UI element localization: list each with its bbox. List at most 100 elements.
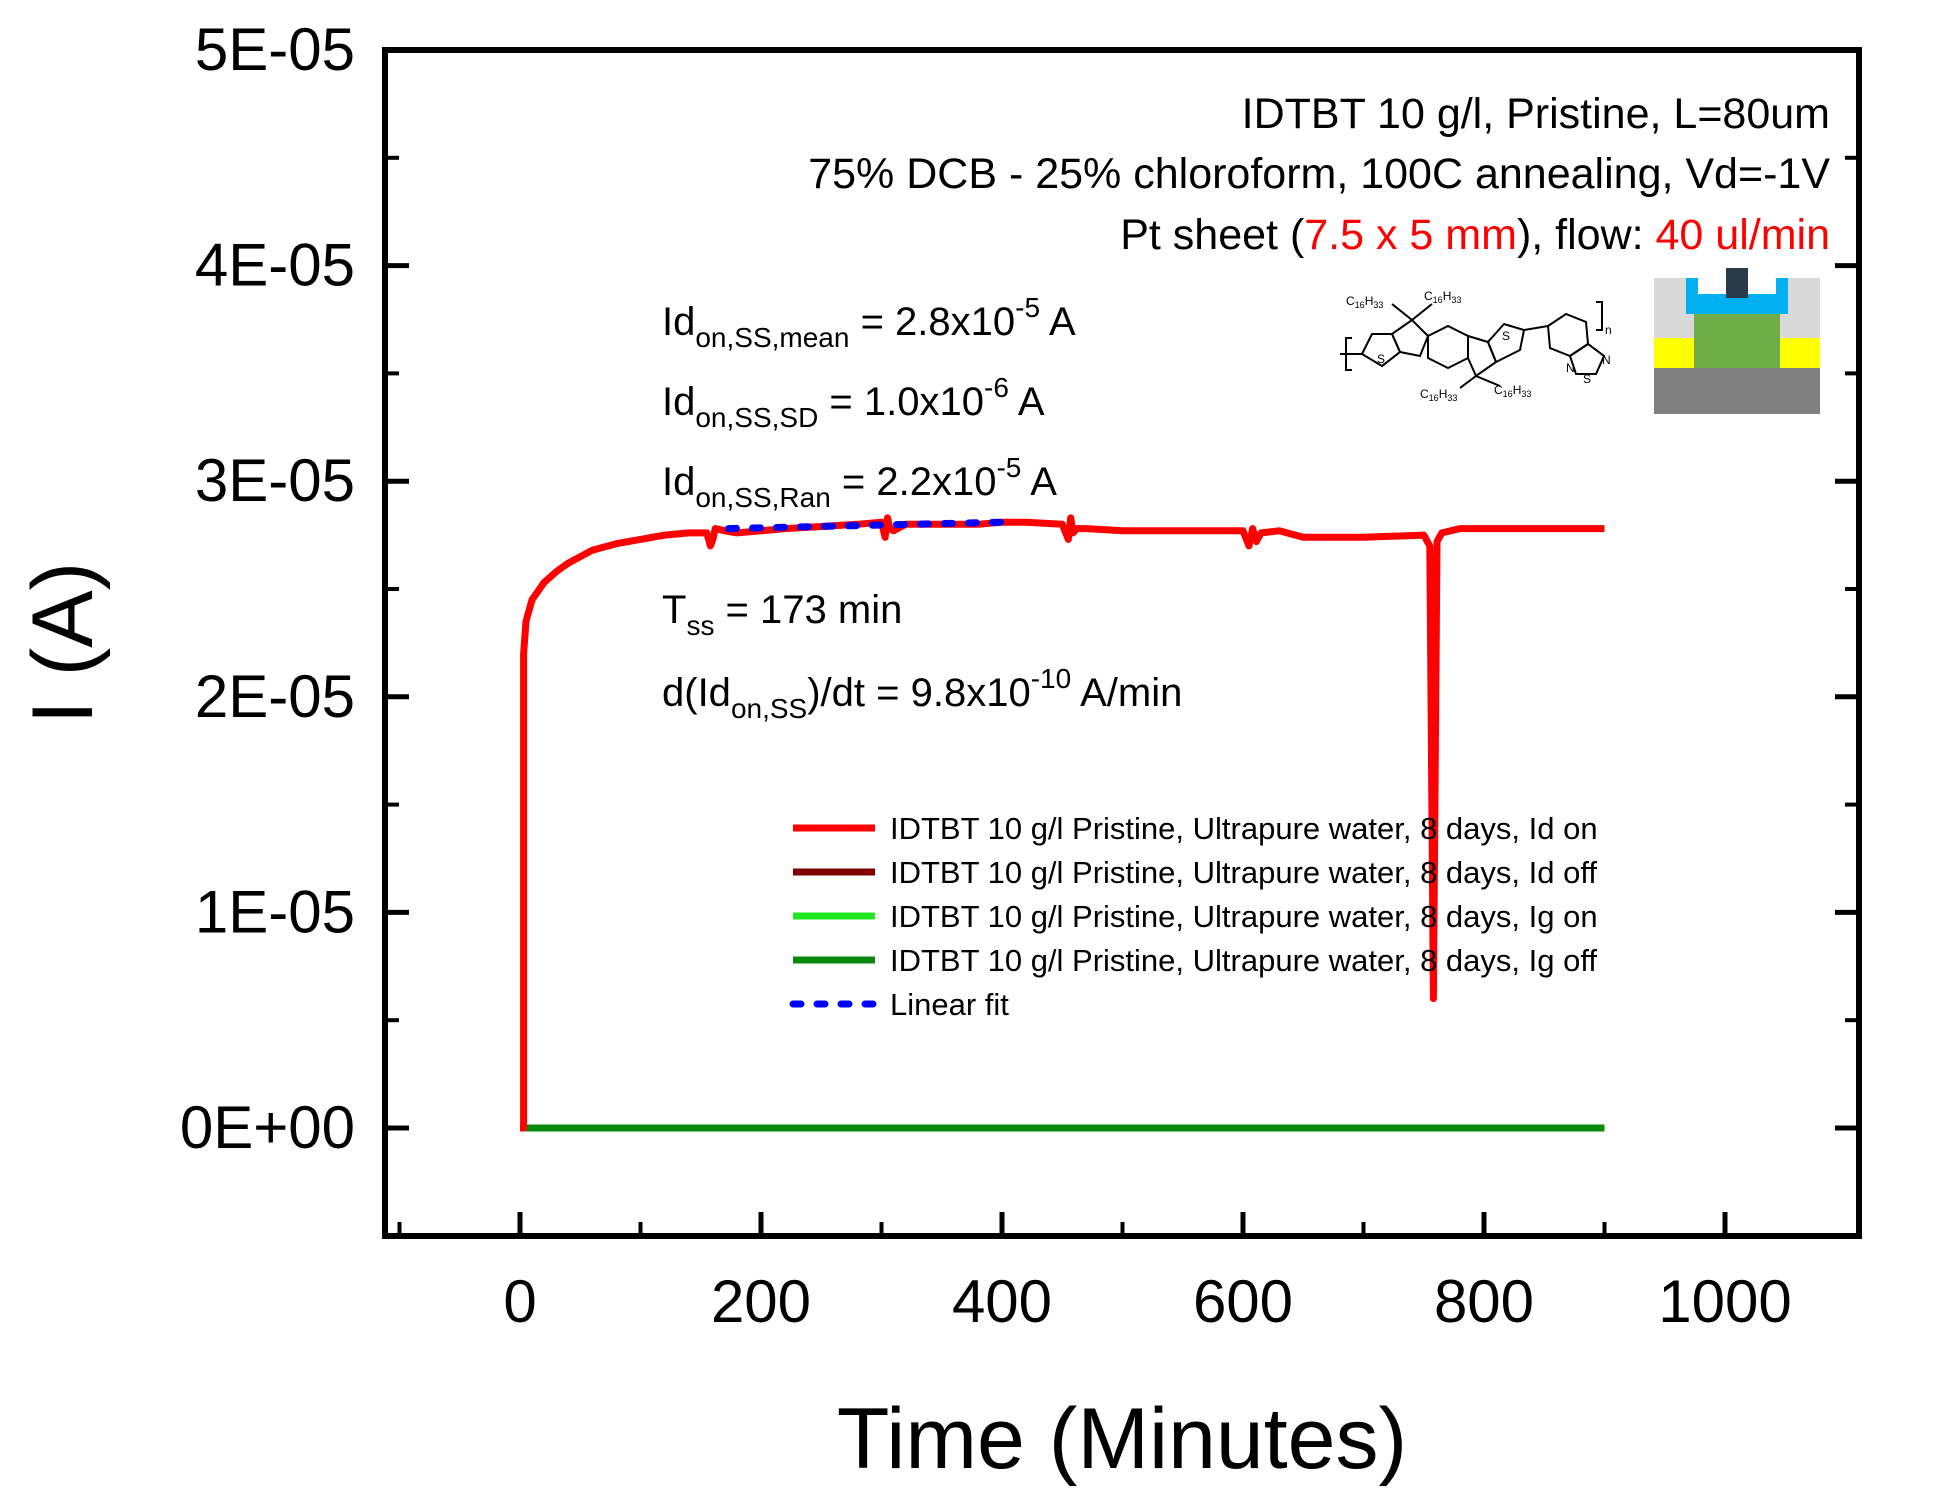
- chain-label-3: C16H33: [1420, 387, 1457, 403]
- stat-ran-main: Id: [662, 460, 695, 504]
- chain-label-4-hn: 33: [1521, 389, 1531, 399]
- chain-label-3-h: H: [1439, 387, 1448, 401]
- y-tick-label: 1E-05: [195, 878, 355, 945]
- stat-ran-unit: A: [1021, 460, 1057, 504]
- annotation-flow-rate: 40 ul/min: [1656, 211, 1830, 259]
- annotation-line-1: IDTBT 10 g/l, Pristine, L=80um: [1242, 90, 1830, 138]
- chain-label-1: C16H33: [1346, 294, 1383, 310]
- chain-label-3-cn: 16: [1429, 393, 1439, 403]
- device-semiconductor: [1694, 314, 1780, 368]
- chain-label-2: C16H33: [1424, 289, 1461, 305]
- stat-mean-sup: -5: [1015, 292, 1040, 323]
- stat-slope-sub: on,SS: [731, 693, 807, 724]
- stat-sd-sub: on,SS,SD: [695, 402, 818, 433]
- x-tick-label: 400: [952, 1268, 1052, 1335]
- chain-label-1-c: C: [1346, 294, 1355, 308]
- chain-label-3-hn: 33: [1447, 393, 1457, 403]
- chain-label-2-h: H: [1443, 289, 1452, 303]
- device-dielectric-left: [1686, 278, 1698, 298]
- stat-sd-unit: A: [1009, 380, 1045, 424]
- structure-btd-benzene: [1546, 312, 1590, 358]
- stat-tss-main: T: [662, 588, 686, 632]
- structure-thiophene-right: [1486, 322, 1526, 364]
- y-tick-label: 4E-05: [195, 232, 355, 299]
- legend-label: Linear fit: [890, 987, 1009, 1022]
- device-contact-left: [1654, 338, 1694, 368]
- series-linear-fit: [725, 518, 1006, 533]
- stat-sd-mid: = 1.0x10: [818, 380, 984, 424]
- stat-mean-sub: on,SS,mean: [695, 322, 849, 353]
- legend-label: IDTBT 10 g/l Pristine, Ultrapure water, …: [890, 899, 1598, 934]
- stat-ran-sup: -5: [996, 452, 1021, 483]
- chain-label-3-c: C: [1420, 387, 1429, 401]
- device-gate: [1726, 268, 1748, 298]
- x-axis-title: Time (Minutes): [837, 1391, 1407, 1487]
- y-axis-ticks: 0E+00 1E-05 2E-05 3E-05 4E-05 5E-05: [180, 16, 1859, 1238]
- y-axis-title: I (A): [15, 562, 111, 724]
- x-axis-ticks: 0 200 400 600 800 1000: [397, 1212, 1792, 1335]
- device-contact-right: [1780, 338, 1820, 368]
- stat-slope-pre: d(Id: [662, 671, 731, 715]
- stat-tss: Tss = 173 min: [662, 588, 902, 641]
- y-tick-label: 2E-05: [195, 663, 355, 730]
- chain-label-4-c: C: [1494, 383, 1503, 397]
- stat-ran-sub: on,SS,Ran: [695, 482, 830, 513]
- stat-tss-rest: = 173 min: [714, 588, 902, 632]
- chain-label-1-hn: 33: [1373, 300, 1383, 310]
- structure-chain-1: [1391, 303, 1413, 321]
- stat-mean-mid: = 2.8x10: [849, 300, 1015, 344]
- legend-label: IDTBT 10 g/l Pristine, Ultrapure water, …: [890, 811, 1598, 846]
- chain-label-2-hn: 33: [1451, 295, 1461, 305]
- y-tick-label: 0E+00: [180, 1094, 355, 1161]
- structure-benzene: [1427, 324, 1469, 370]
- stat-slope-mid: )/dt = 9.8x10: [807, 671, 1030, 715]
- stat-sd: Idon,SS,SD = 1.0x10-6 A: [662, 372, 1045, 433]
- structure-chain-4: [1475, 375, 1501, 387]
- chain-label-2-c: C: [1424, 289, 1433, 303]
- device-dielectric-right: [1776, 278, 1788, 298]
- stat-ran: Idon,SS,Ran = 2.2x10-5 A: [662, 452, 1057, 513]
- structure-bracket-right: [1596, 301, 1603, 331]
- sulfur-label-right: S: [1502, 329, 1510, 343]
- stat-sd-main: Id: [662, 380, 695, 424]
- x-tick-label: 800: [1434, 1268, 1534, 1335]
- sulfur-label-btd: S: [1583, 372, 1591, 386]
- x-tick-label: 600: [1193, 1268, 1293, 1335]
- stat-slope: d(Idon,SS)/dt = 9.8x10-10 A/min: [662, 663, 1182, 724]
- structure-ring-1: [1390, 318, 1430, 358]
- x-tick-label: 0: [503, 1268, 536, 1335]
- device-schematic-icon: [1654, 268, 1820, 414]
- stat-tss-sub: ss: [686, 610, 714, 641]
- annotation-line-3-part3: ), flow:: [1517, 211, 1656, 259]
- chain-label-4: C16H33: [1494, 383, 1531, 399]
- legend-label: IDTBT 10 g/l Pristine, Ultrapure water, …: [890, 855, 1597, 890]
- annotation-line-3-part1: Pt sheet (: [1120, 211, 1305, 259]
- device-dielectric: [1686, 294, 1788, 314]
- structure-btd-ring: [1568, 342, 1606, 375]
- stat-ran-mid: = 2.2x10: [831, 460, 997, 504]
- device-substrate: [1654, 368, 1820, 414]
- legend-label: IDTBT 10 g/l Pristine, Ultrapure water, …: [890, 943, 1597, 978]
- series-layer: [520, 514, 1605, 1132]
- annotation-pt-size: 7.5 x 5 mm: [1304, 211, 1517, 259]
- nitrogen-label-2: N: [1602, 353, 1611, 367]
- stat-slope-sup: -10: [1031, 663, 1071, 694]
- idtbt-structure-icon: [1340, 301, 1606, 389]
- x-tick-label: 200: [711, 1268, 811, 1335]
- chain-label-1-cn: 16: [1355, 300, 1365, 310]
- sulfur-label-left: S: [1377, 352, 1385, 366]
- structure-chain-3: [1459, 375, 1477, 389]
- y-tick-label: 5E-05: [195, 16, 355, 83]
- nitrogen-label-1: N: [1566, 361, 1575, 375]
- chain-label-4-h: H: [1513, 383, 1522, 397]
- annotation-line-2: 75% DCB - 25% chloroform, 100C annealing…: [808, 150, 1830, 198]
- stat-slope-unit: A/min: [1071, 671, 1182, 715]
- annotation-line-3: Pt sheet (7.5 x 5 mm), flow: 40 ul/min: [1120, 211, 1830, 259]
- idtbt-structure-labels: C16H33 C16H33 C16H33 C16H33 S S S N N n: [1346, 289, 1612, 403]
- repeat-unit-label: n: [1605, 323, 1612, 337]
- chain-label-1-h: H: [1365, 294, 1374, 308]
- chain-label-4-cn: 16: [1503, 389, 1513, 399]
- legend: IDTBT 10 g/l Pristine, Ultrapure water, …: [789, 811, 1598, 1022]
- stat-mean-unit: A: [1040, 300, 1076, 344]
